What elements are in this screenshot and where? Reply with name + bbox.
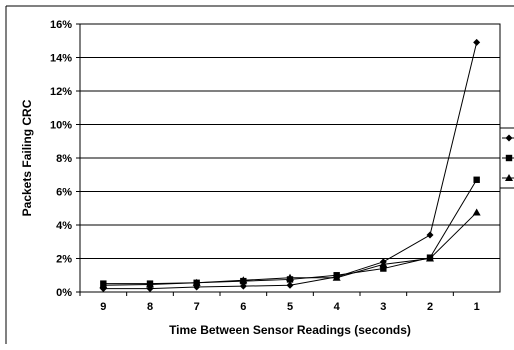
- data-point: [426, 231, 434, 239]
- y-tick-label: 12%: [50, 86, 72, 98]
- data-point: [379, 260, 388, 268]
- y-tick-label: 8%: [56, 153, 72, 165]
- data-point: [286, 281, 294, 289]
- data-point: [472, 208, 481, 216]
- x-tick-label: 2: [427, 301, 433, 313]
- data-point: [426, 254, 434, 262]
- data-point: [332, 273, 341, 281]
- data-point: [146, 280, 154, 288]
- series-10-feet: [99, 38, 481, 293]
- y-axis-title: Packets Failing CRC: [20, 99, 34, 216]
- y-axis-ticks: 0% 2% 4% 6% 8% 10% 12% 14% 16%: [50, 19, 80, 299]
- series-20-feet: [99, 208, 481, 289]
- x-tick-label: 7: [194, 301, 200, 313]
- data-point: [286, 273, 294, 281]
- data-point: [99, 281, 108, 289]
- y-tick-label: 6%: [56, 187, 72, 199]
- data-point: [192, 278, 201, 286]
- gridlines: [79, 23, 501, 293]
- x-tick-label: 3: [380, 301, 386, 313]
- x-tick-label: 9: [100, 301, 106, 313]
- data-point: [380, 265, 387, 272]
- x-tick-label: 4: [334, 301, 341, 313]
- x-tick-label: 1: [474, 301, 480, 313]
- y-tick-label: 2%: [56, 254, 72, 266]
- y-tick-label: 10%: [50, 120, 72, 132]
- x-tick-label: 8: [147, 301, 153, 313]
- series-line: [103, 42, 478, 290]
- legend-marker: [505, 154, 513, 162]
- data-point: [473, 38, 481, 46]
- series-line: [103, 179, 478, 285]
- data-point: [239, 282, 247, 290]
- x-tick-label: 6: [240, 301, 246, 313]
- x-axis-ticks: 9 8 7 6 5 4 3 2 1: [79, 292, 480, 313]
- data-point: [473, 176, 480, 183]
- legend-marker: [505, 174, 513, 181]
- data-point: [239, 276, 248, 284]
- y-tick-label: 14%: [50, 53, 72, 65]
- y-tick-label: 16%: [50, 19, 72, 31]
- legend-marker: [505, 134, 513, 142]
- x-axis-title: Time Between Sensor Readings (seconds): [169, 323, 411, 337]
- legend: 10 feet15 feet20 feet: [499, 127, 514, 189]
- series-group: [99, 38, 481, 293]
- y-tick-label: 0%: [56, 287, 72, 299]
- series-15-feet: [100, 176, 480, 287]
- x-tick-label: 5: [287, 301, 293, 313]
- y-tick-label: 4%: [56, 220, 72, 232]
